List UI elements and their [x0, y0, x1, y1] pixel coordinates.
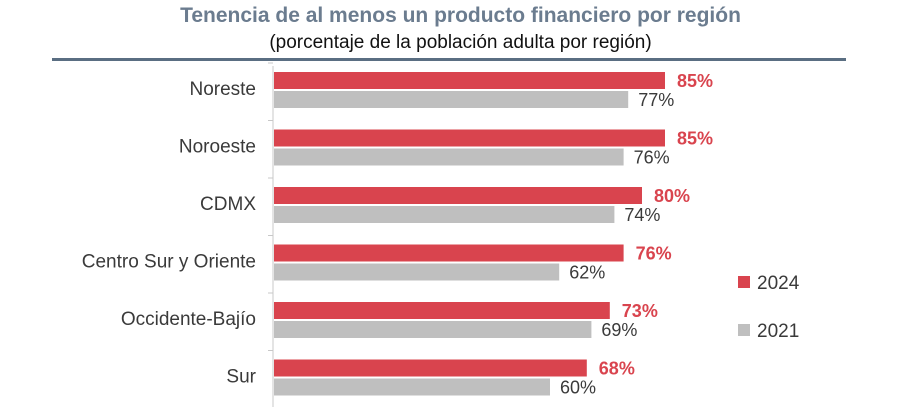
category-label: CDMX [200, 194, 256, 215]
bar-2024 [274, 187, 642, 204]
legend-swatch-2021 [738, 324, 750, 336]
data-label-2024: 73% [622, 301, 658, 321]
data-label-2021: 69% [601, 320, 637, 340]
category-label: Noreste [189, 79, 256, 100]
data-label-2024: 85% [677, 129, 713, 149]
bar-2021 [274, 321, 592, 338]
category-label: Occidente-Bajío [121, 309, 256, 330]
chart-title: Tenencia de al menos un producto financi… [180, 4, 741, 27]
data-label-2024: 85% [677, 71, 713, 91]
data-label-2021: 76% [634, 148, 670, 168]
bar-2024 [274, 72, 665, 89]
legend-label-2024: 2024 [757, 273, 800, 294]
data-label-2021: 60% [560, 378, 596, 398]
bar-2024 [274, 129, 665, 147]
data-label-2024: 76% [636, 244, 672, 264]
data-label-2021: 62% [569, 263, 605, 283]
bar-2021 [274, 148, 624, 166]
legend-swatch-2024 [738, 276, 750, 288]
data-label-2021: 74% [624, 205, 660, 225]
bar-2024 [274, 244, 624, 262]
legend-label-2021: 2021 [757, 321, 799, 342]
bar-2021 [274, 91, 629, 108]
category-label: Noroeste [179, 137, 256, 158]
category-label: Sur [226, 367, 256, 388]
category-label: Centro Sur y Oriente [82, 252, 256, 273]
data-label-2021: 77% [638, 90, 674, 110]
data-label-2024: 68% [599, 359, 635, 379]
bar-2021 [274, 378, 550, 396]
bar-2024 [274, 359, 587, 377]
bar-2021 [274, 263, 560, 281]
chart-subtitle: (porcentaje de la población adulta por r… [269, 32, 652, 53]
title-divider [52, 58, 846, 61]
bar-2024 [274, 302, 610, 319]
bar-2021 [274, 206, 615, 223]
data-label-2024: 80% [654, 186, 690, 206]
